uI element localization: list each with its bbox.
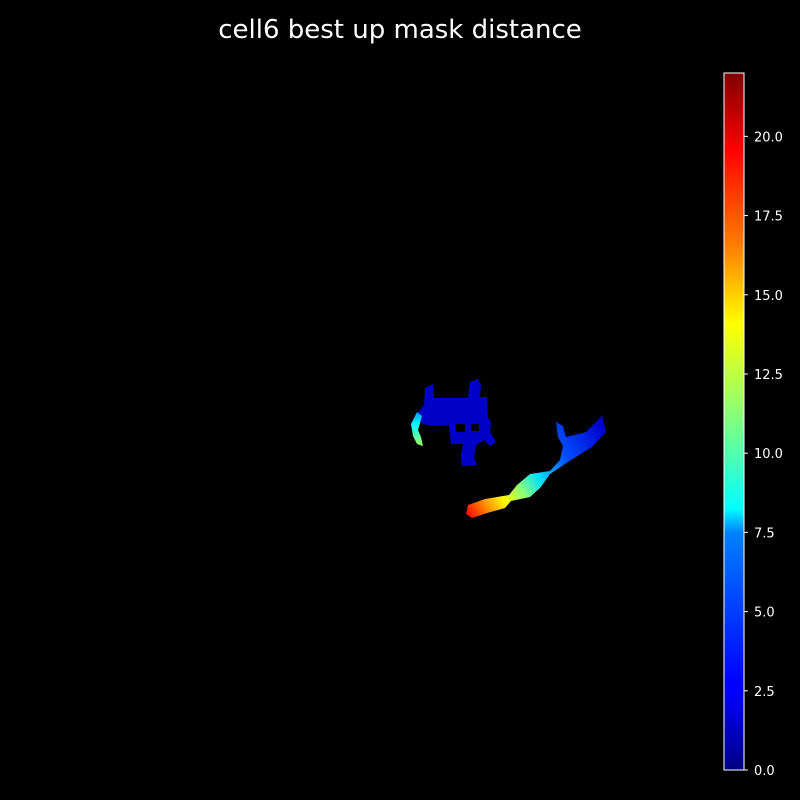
colorbar-tick-label: 2.5 [754,685,775,700]
upper-blob [417,379,496,466]
colorbar-tick-label: 12.5 [754,368,783,383]
colorbar: 0.0 2.5 5.0 7.5 10.0 12.5 15.0 17.5 20.0 [723,72,783,779]
colorbar-tick-label: 15.0 [754,289,783,304]
colorbar-fill [724,73,744,770]
blob-hole [455,424,465,432]
right-arm [466,415,606,518]
mask-image [411,379,606,518]
chart-title: cell6 best up mask distance [218,15,582,45]
colorbar-tick-label: 20.0 [754,130,783,145]
colorbar-tick-label: 0.0 [754,764,775,779]
colorbar-tick-label: 10.0 [754,447,783,462]
colorbar-frame [723,72,745,771]
left-tail [411,412,423,446]
colorbar-tick-label: 5.0 [754,606,775,621]
blob-hole-2 [471,424,479,431]
colorbar-ticks: 0.0 2.5 5.0 7.5 10.0 12.5 15.0 17.5 20.0 [744,130,783,779]
colorbar-tick-label: 17.5 [754,210,783,225]
colorbar-tick-label: 7.5 [754,526,775,541]
